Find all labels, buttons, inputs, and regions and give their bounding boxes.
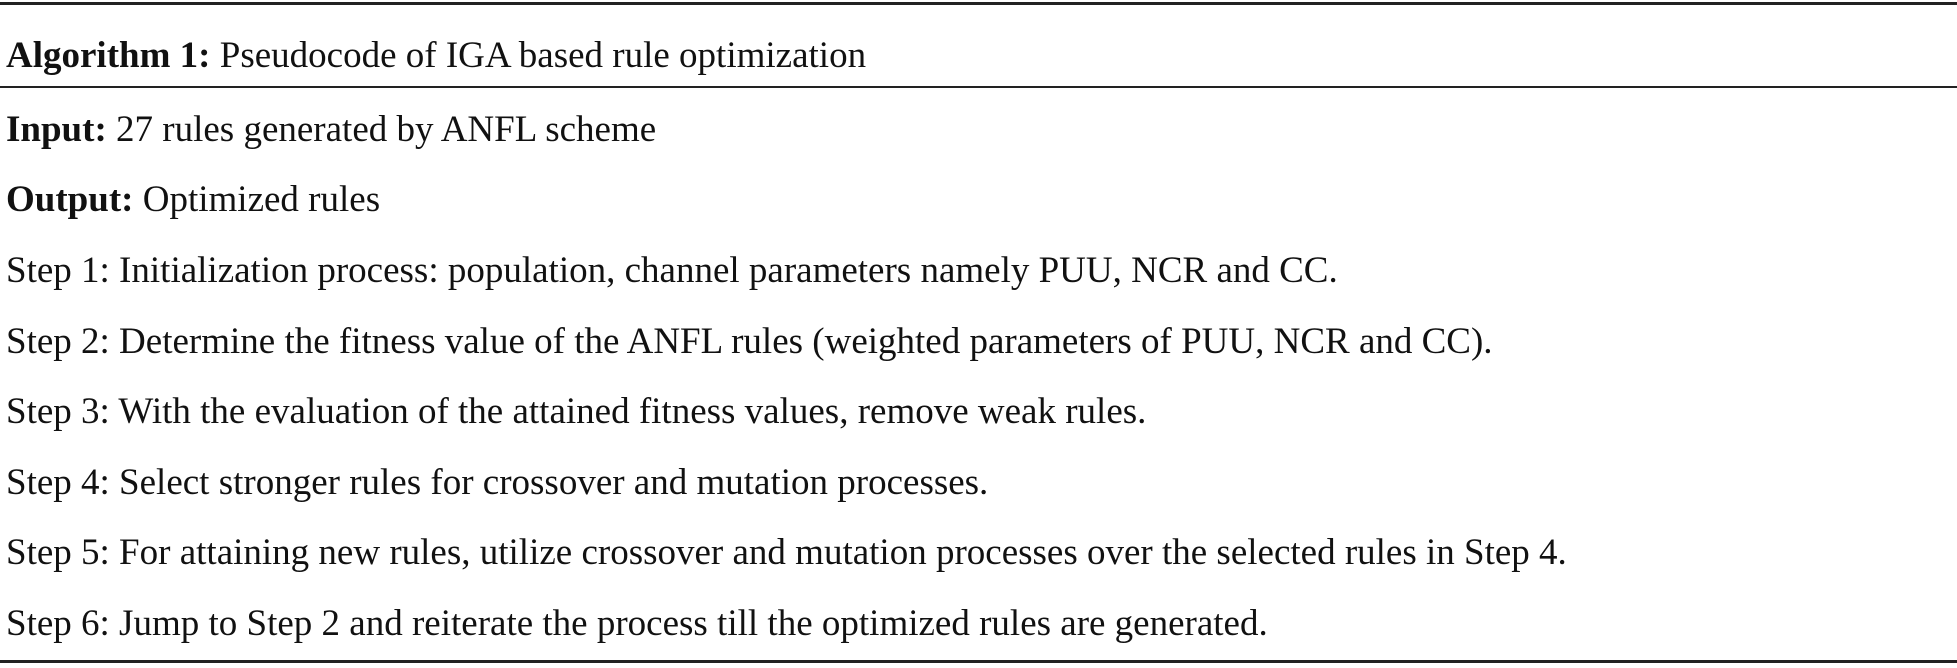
bottom-rule xyxy=(0,660,1957,663)
header-rule xyxy=(0,86,1957,88)
input-label: Input: xyxy=(6,109,107,150)
output-text: Optimized rules xyxy=(142,179,381,220)
step-1: Step 1: Initialization process: populati… xyxy=(6,250,1338,291)
step-3: Step 3: With the evaluation of the attai… xyxy=(6,391,1147,432)
top-rule xyxy=(0,2,1957,5)
algorithm-title: Pseudocode of IGA based rule optimizatio… xyxy=(219,35,867,76)
input-line: Input: 27 rules generated by ANFL scheme xyxy=(6,108,656,152)
step-5: Step 5: For attaining new rules, utilize… xyxy=(6,532,1567,573)
output-label: Output: xyxy=(6,179,134,220)
step-6: Step 6: Jump to Step 2 and reiterate the… xyxy=(6,603,1268,644)
step-4: Step 4: Select stronger rules for crosso… xyxy=(6,462,989,503)
algorithm-label: Algorithm 1: xyxy=(6,35,211,76)
input-text: 27 rules generated by ANFL scheme xyxy=(116,109,657,150)
output-line: Output: Optimized rules xyxy=(6,178,380,222)
algorithm-header: Algorithm 1: Pseudocode of IGA based rul… xyxy=(6,34,866,78)
step-2: Step 2: Determine the fitness value of t… xyxy=(6,321,1493,362)
